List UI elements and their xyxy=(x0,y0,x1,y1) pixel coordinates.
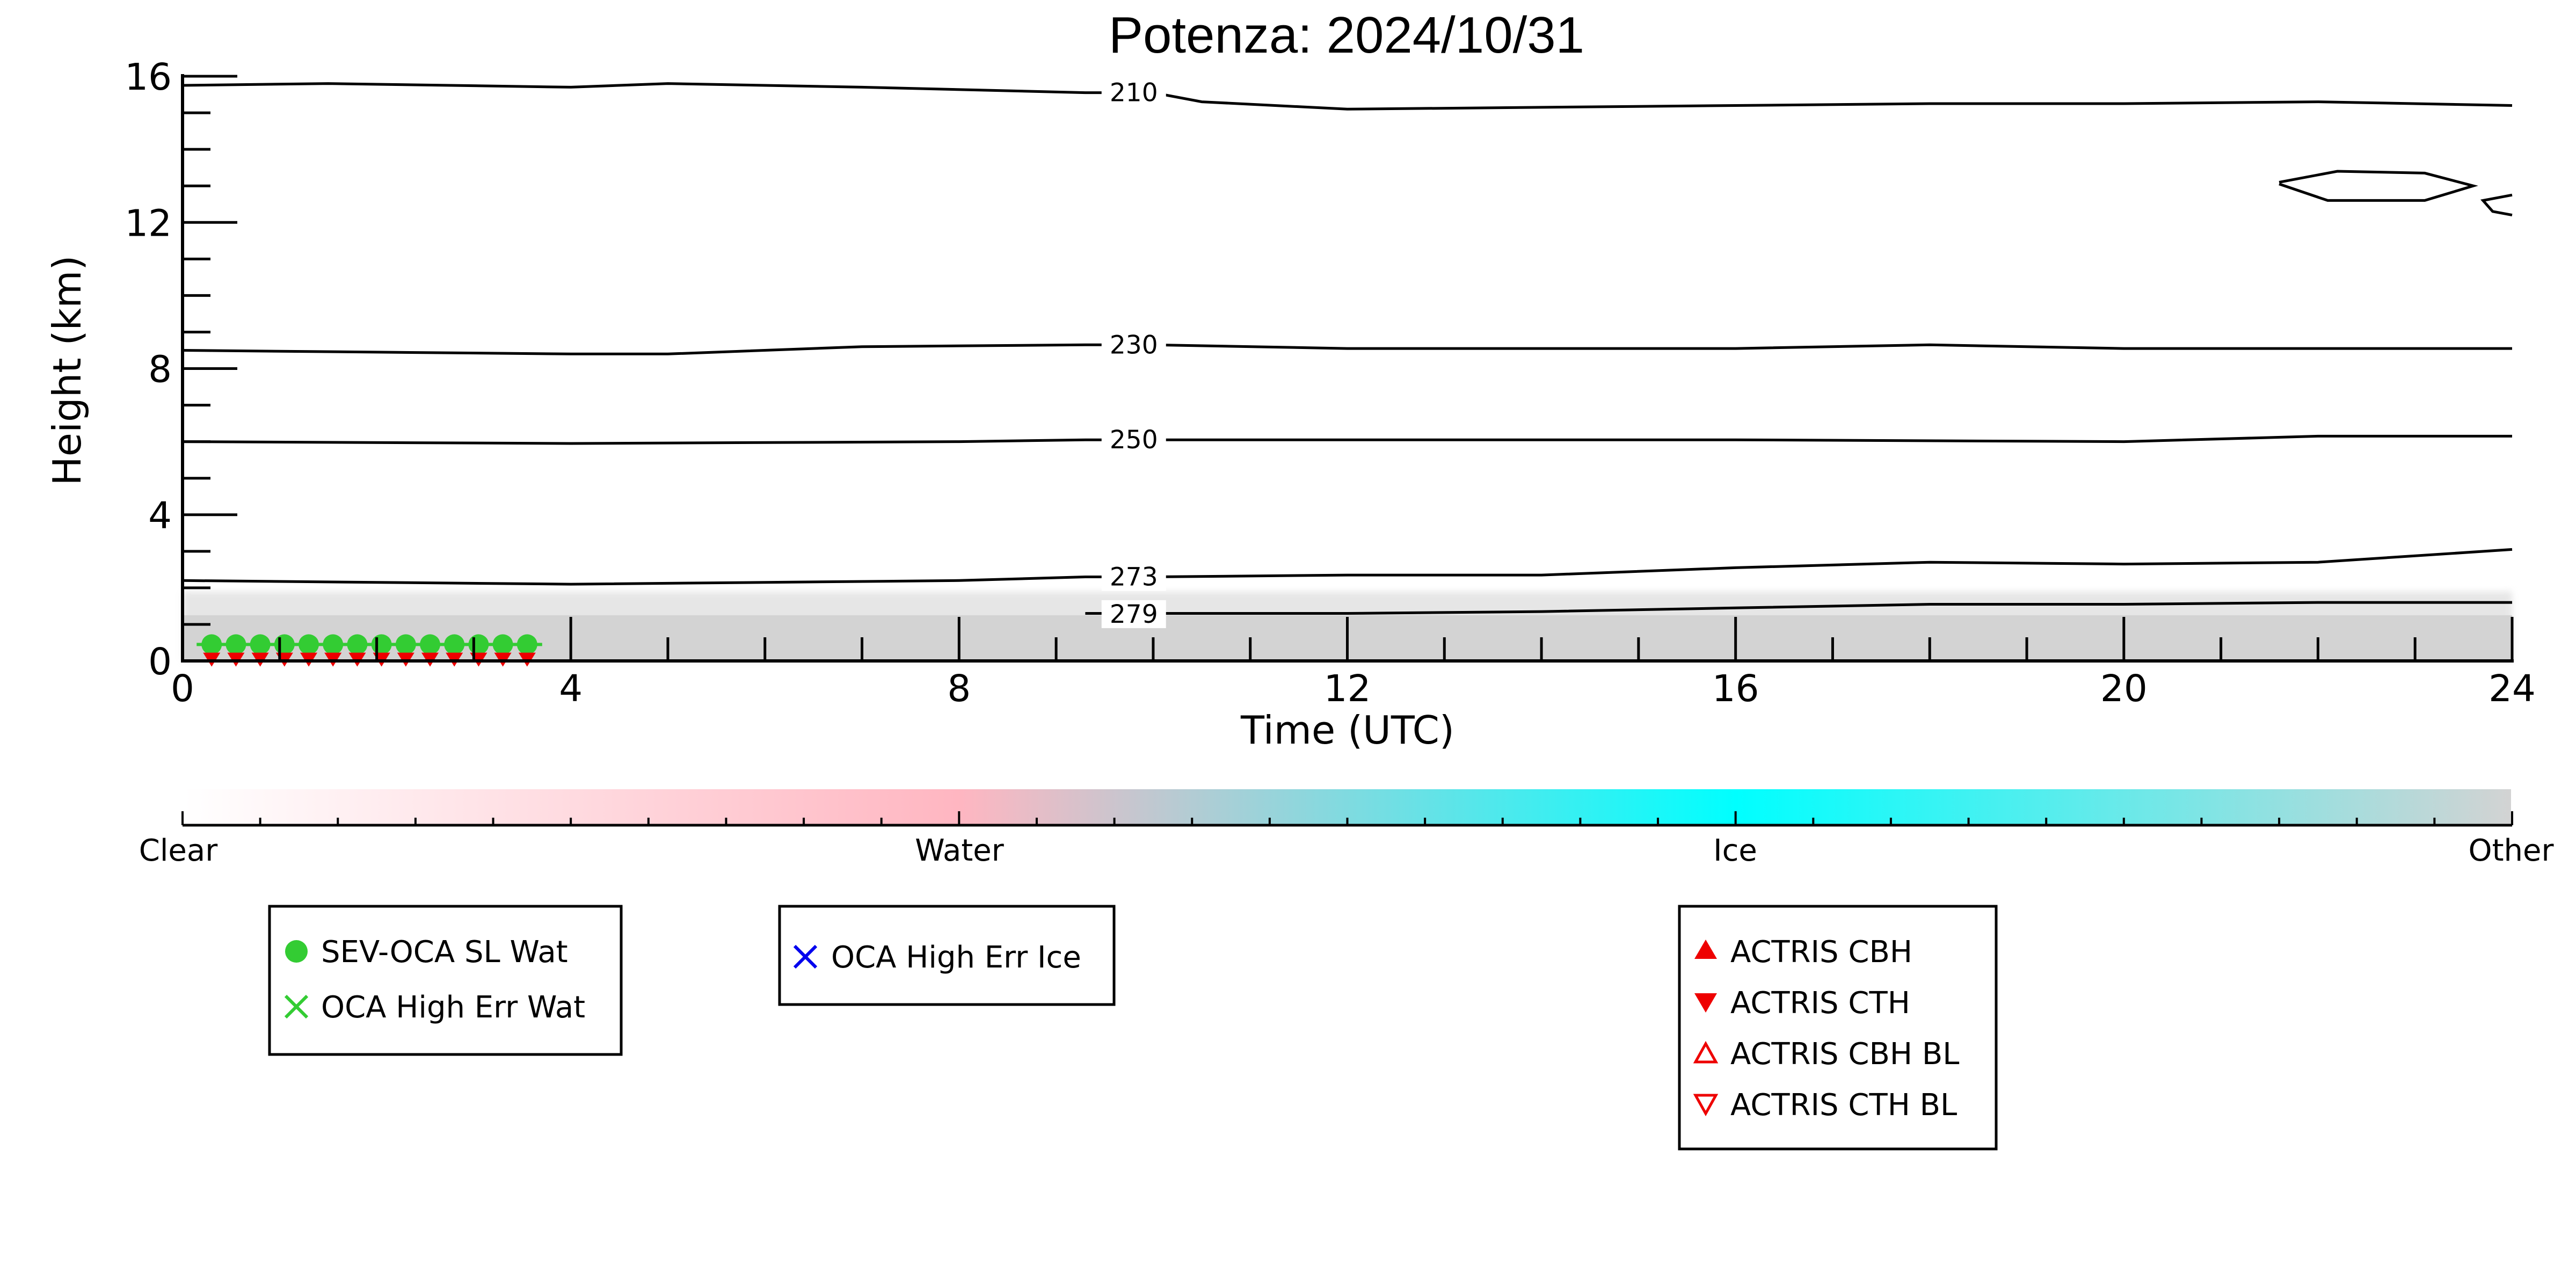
contour-line-partial xyxy=(2480,193,2513,217)
contour-label-273: 273 xyxy=(1110,562,1158,592)
sev-oca-point xyxy=(274,634,295,655)
legend-label-actris-cbh: ACTRIS CBH xyxy=(1730,935,1912,970)
x-tick-label: 0 xyxy=(171,667,194,710)
legend-actris: ACTRIS CBH ACTRIS CTH ACTRIS CBH BL ACTR… xyxy=(1678,905,1998,1151)
x-tick-label: 20 xyxy=(2100,667,2148,710)
legend-label-sev-oca-sl-wat: SEV-OCA SL Wat xyxy=(321,935,568,970)
legend-box xyxy=(1678,905,1998,1151)
x-tick-label: 24 xyxy=(2488,667,2536,710)
sev-oca-point xyxy=(250,634,271,655)
contour-line-closed xyxy=(2279,170,2478,202)
y-tick-label: 0 xyxy=(148,641,172,683)
legend-box xyxy=(778,905,1116,1006)
legend-label-actris-cth: ACTRIS CTH xyxy=(1730,986,1910,1021)
x-tick-label: 12 xyxy=(1324,667,1371,710)
y-tick-label: 12 xyxy=(125,202,172,245)
x-tick-label: 4 xyxy=(559,667,583,710)
contour-line-279 xyxy=(1085,601,2512,615)
x-axis-label: Time (UTC) xyxy=(1240,708,1454,753)
plot-area: 210 230 250 273 279 0 4 8 12 16 0 4 8 12 16 20 24 Heigh… xyxy=(45,56,2536,753)
sev-oca-point xyxy=(492,634,513,655)
x-tick-label: 16 xyxy=(1712,667,1759,710)
chart-title: Potenza: 2024/10/31 xyxy=(1109,6,1584,64)
colorbar-label-water: Water xyxy=(915,833,1005,868)
contour-label-250: 250 xyxy=(1110,425,1158,455)
sev-oca-point xyxy=(468,634,489,655)
data-markers xyxy=(197,634,542,667)
legend-marker-actris-cth xyxy=(1694,993,1717,1013)
sev-oca-point xyxy=(347,634,368,655)
sev-oca-point xyxy=(323,634,344,655)
legend-label-oca-high-err-wat: OCA High Err Wat xyxy=(321,990,585,1025)
y-axis-label: Height (km) xyxy=(45,256,90,486)
y-tick-label: 4 xyxy=(148,494,172,537)
sev-oca-point xyxy=(516,634,537,655)
colorbar-label-clear: Clear xyxy=(139,833,218,868)
legend-label-oca-high-err-ice: OCA High Err Ice xyxy=(831,940,1081,975)
contour-line-230 xyxy=(182,343,2512,355)
y-tick-label: 8 xyxy=(148,348,172,391)
contour-line-250 xyxy=(182,434,2512,445)
legend-sev-oca: SEV-OCA SL Wat OCA High Err Wat xyxy=(268,905,623,1056)
contour-label-bg xyxy=(1101,78,1166,107)
colorbar-label-ice: Ice xyxy=(1713,833,1757,868)
colorbar-ticks xyxy=(181,811,2513,825)
legend-marker-actris-cbh xyxy=(1694,940,1717,959)
contour-line-210 xyxy=(182,82,2513,111)
colorbar-label-other: Other xyxy=(2468,833,2554,868)
temperature-contours: 210 230 250 273 279 xyxy=(182,78,2513,629)
legend-box xyxy=(268,905,623,1056)
legend-marker-actris-cth-bl xyxy=(1693,1094,1719,1117)
legend-marker-actris-cbh-bl xyxy=(1693,1040,1719,1064)
colorbar: Clear Water Ice Other xyxy=(139,789,2554,868)
legend-marker-oca-high-err-ice xyxy=(793,944,818,969)
sev-oca-point xyxy=(444,634,465,655)
legend-marker-oca-high-err-wat xyxy=(284,994,309,1019)
contour-label-bg xyxy=(1101,563,1166,591)
contour-label-210: 210 xyxy=(1110,78,1158,108)
legend-marker-sev-oca-sl-wat xyxy=(285,940,308,963)
legend-oca-ice: OCA High Err Ice xyxy=(778,905,1116,1006)
axes: 0 4 8 12 16 0 4 8 12 16 20 24 xyxy=(125,56,2536,710)
sev-oca-point xyxy=(371,634,392,655)
sev-oca-point xyxy=(225,634,246,655)
sev-oca-point xyxy=(395,634,416,655)
contour-line-273 xyxy=(182,548,2513,586)
sev-oca-point xyxy=(420,634,441,655)
contour-label-bg xyxy=(1101,426,1166,454)
x-tick-label: 8 xyxy=(947,667,971,710)
legend-label-actris-cth-bl: ACTRIS CTH BL xyxy=(1730,1088,1957,1123)
contour-label-bg xyxy=(1101,600,1166,628)
sev-oca-point xyxy=(201,634,222,655)
contour-label-230: 230 xyxy=(1110,330,1158,360)
contour-label-279: 279 xyxy=(1110,600,1158,629)
contour-label-bg xyxy=(1101,331,1166,359)
sev-oca-point xyxy=(299,634,319,655)
y-tick-label: 16 xyxy=(125,56,172,99)
legend-label-actris-cbh-bl: ACTRIS CBH BL xyxy=(1730,1037,1959,1072)
